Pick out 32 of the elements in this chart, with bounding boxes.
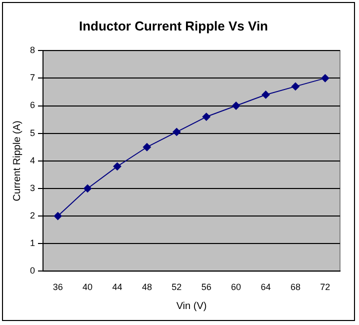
x-tick-label: 52	[172, 282, 182, 292]
point	[113, 162, 122, 170]
point	[321, 74, 330, 82]
y-tick-label: 8	[30, 45, 36, 56]
y-tick-label: 7	[30, 72, 36, 83]
point	[232, 102, 240, 110]
y-tick-label: 0	[30, 266, 36, 276]
x-tick-label: 64	[260, 282, 271, 292]
x-tick-label: 72	[320, 282, 330, 292]
point	[142, 143, 151, 152]
chart-title: Inductor Current Ripple Vs Vin	[78, 18, 268, 34]
y-tick-label: 2	[30, 210, 36, 221]
x-tick-label: 60	[231, 282, 242, 292]
point	[262, 90, 270, 99]
point	[172, 128, 181, 136]
y-tick-label: 1	[30, 238, 36, 248]
point	[54, 212, 62, 220]
point	[291, 82, 300, 90]
point	[202, 112, 210, 121]
x-tick-label: 68	[290, 282, 300, 292]
x-tick-label: 40	[82, 282, 93, 292]
x-axis-title: Vin (V)	[176, 300, 207, 312]
x-tick-label: 56	[201, 282, 212, 292]
y-axis-title: Current Ripple (A)	[12, 120, 23, 202]
point	[84, 184, 92, 192]
x-tick-label: 36	[52, 282, 63, 292]
x-tick-label: 48	[142, 282, 152, 292]
y-tick-label: 3	[30, 182, 36, 193]
y-tick-label: 5	[30, 128, 36, 138]
y-tick-label: 4	[30, 155, 36, 166]
x-tick-label: 44	[112, 282, 122, 292]
y-tick-label: 6	[30, 100, 36, 110]
